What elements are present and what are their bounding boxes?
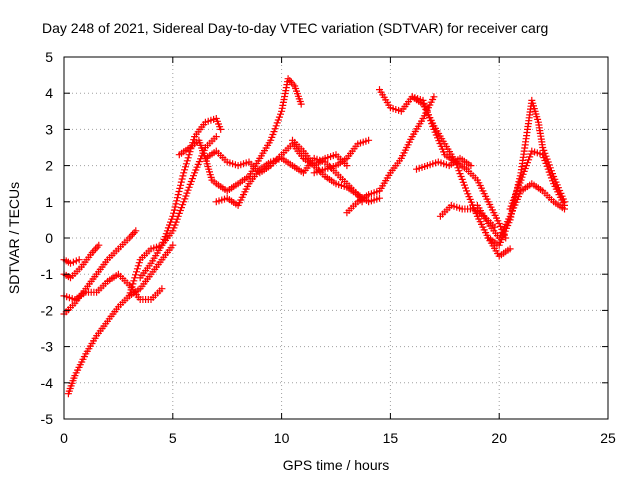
axis-ticks	[63, 56, 609, 420]
series-arc-12	[310, 136, 373, 177]
data-point-markers	[64, 241, 177, 398]
data-point-markers	[506, 147, 568, 213]
data-point-markers	[413, 154, 475, 173]
x-tick-label: 5	[169, 430, 177, 446]
data-point-markers	[289, 136, 383, 206]
x-tick-label: 10	[274, 430, 290, 446]
x-tick-label: 0	[60, 430, 68, 446]
y-tick-label: -4	[41, 375, 54, 391]
x-axis-label: GPS time / hours	[283, 457, 390, 473]
series-arc-6	[136, 133, 220, 282]
y-tick-label: -1	[41, 266, 54, 282]
data-point-markers	[125, 115, 225, 300]
y-tick-label: 2	[45, 158, 53, 174]
y-tick-label: 4	[45, 85, 53, 101]
y-axis-label: SDTVAR / TECUs	[6, 182, 22, 294]
y-tick-label: -5	[41, 411, 54, 427]
grid-lines	[64, 57, 608, 419]
series-arc-8	[175, 75, 305, 195]
x-tick-labels: 0 5 10 15 20 25	[60, 430, 616, 446]
y-tick-labels: -5 -4 -3 -2 -1 0 1 2 3 4 5	[41, 49, 54, 427]
y-tick-label: 3	[45, 121, 53, 137]
data-point-markers	[484, 96, 568, 249]
x-tick-label: 15	[383, 430, 399, 446]
series-arc-11	[289, 136, 383, 206]
x-tick-label: 20	[491, 430, 507, 446]
data-point-markers	[310, 136, 373, 177]
chart-title: Day 248 of 2021, Sidereal Day-to-day VTE…	[42, 20, 548, 36]
y-tick-label: -3	[41, 339, 54, 355]
data-points	[60, 75, 568, 398]
y-tick-label: 0	[45, 230, 53, 246]
series-arc-19	[484, 96, 568, 249]
data-point-markers	[175, 75, 305, 195]
series-arc-7	[125, 115, 225, 300]
y-tick-label: -2	[41, 302, 54, 318]
y-tick-label: 5	[45, 49, 53, 65]
data-point-markers	[136, 133, 220, 282]
series-arc-4	[64, 241, 177, 398]
x-tick-label: 25	[600, 430, 616, 446]
series-arc-20	[506, 147, 568, 213]
series-arc-16	[413, 154, 475, 173]
y-tick-label: 1	[45, 194, 53, 210]
